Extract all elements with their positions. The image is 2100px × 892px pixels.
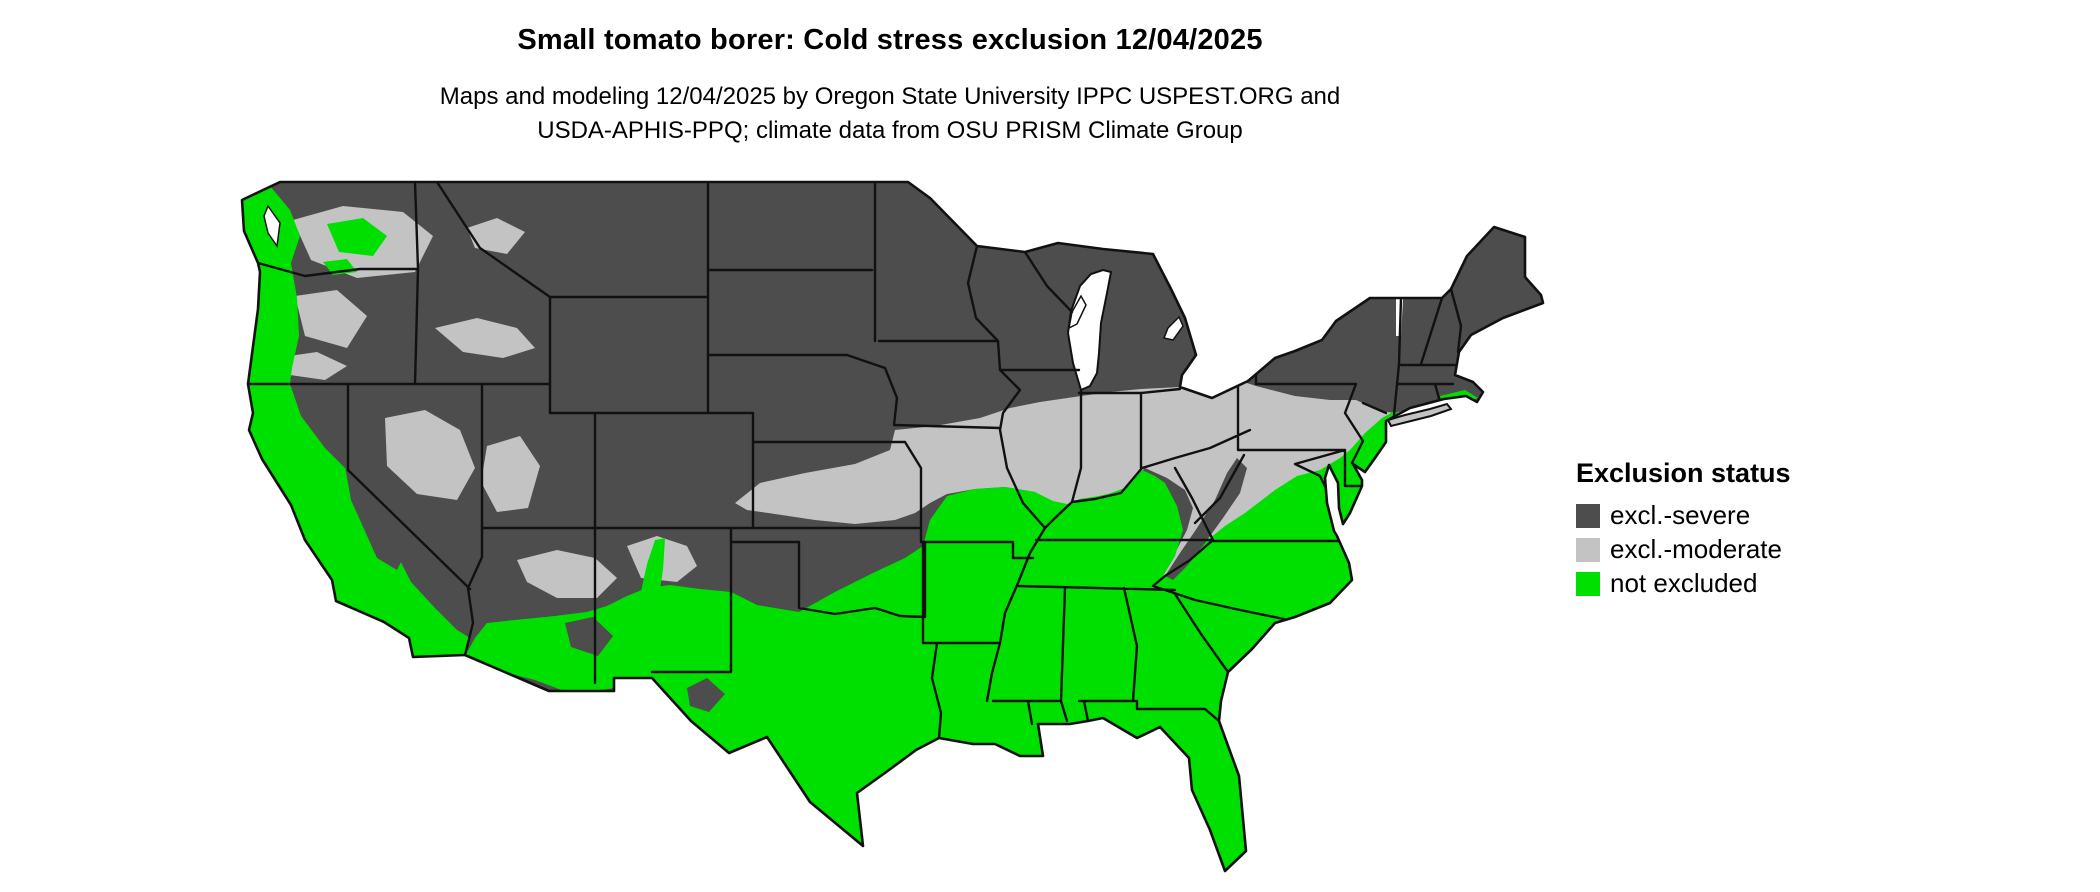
legend-item-not-excluded: not excluded	[1576, 569, 1791, 598]
map-subtitle-line2: USDA-APHIS-PPQ; climate data from OSU PR…	[537, 117, 1243, 144]
state-borders	[246, 182, 1463, 740]
legend-label-moderate: excl.-moderate	[1610, 534, 1782, 564]
map-region-moderate-montana	[467, 218, 525, 254]
map-region-green-rio-grande	[640, 538, 665, 596]
legend-swatch-severe	[1576, 503, 1600, 528]
legend-label-severe: excl.-severe	[1610, 500, 1751, 530]
legend-title: Exclusion status	[1576, 458, 1791, 488]
us-map-svg	[240, 180, 1545, 873]
map-region-green-west-coast	[242, 186, 470, 668]
legend-label-not-excluded: not excluded	[1610, 568, 1758, 598]
legend-swatch-moderate	[1576, 537, 1600, 562]
map-region-moderate-snake-plain	[435, 318, 535, 358]
green-bay	[1067, 294, 1087, 330]
legend-swatch-not-excluded	[1576, 571, 1600, 596]
map-region-severe-base	[242, 182, 1543, 871]
map-subtitle: Maps and modeling 12/04/2025 by Oregon S…	[0, 80, 1780, 148]
long-island	[1386, 402, 1453, 428]
puget-sound	[263, 204, 281, 249]
legend-item-severe: excl.-severe	[1576, 501, 1791, 530]
map-region-green-ewash-1	[327, 218, 387, 256]
map-subtitle-line1: Maps and modeling 12/04/2025 by Oregon S…	[439, 83, 1341, 110]
legend-item-moderate: excl.-moderate	[1576, 535, 1791, 564]
map-region-moderate-nevada	[385, 410, 475, 500]
saginaw-bay	[1162, 315, 1184, 341]
map-region-severe-west-texas	[687, 678, 725, 712]
map-region-moderate-central-band	[735, 380, 1463, 594]
map-title: Small tomato borer: Cold stress exclusio…	[517, 24, 1263, 56]
map-region-moderate-arizona-rim	[517, 550, 617, 598]
map-region-severe-az-nm-mountains	[565, 617, 613, 656]
map-region-moderate-utah	[481, 436, 540, 512]
us-map	[235, 168, 1555, 892]
map-region-moderate-oregon-1	[295, 290, 367, 348]
us-outline	[240, 180, 1545, 873]
legend: Exclusion status excl.-severe excl.-mode…	[1576, 458, 1791, 603]
